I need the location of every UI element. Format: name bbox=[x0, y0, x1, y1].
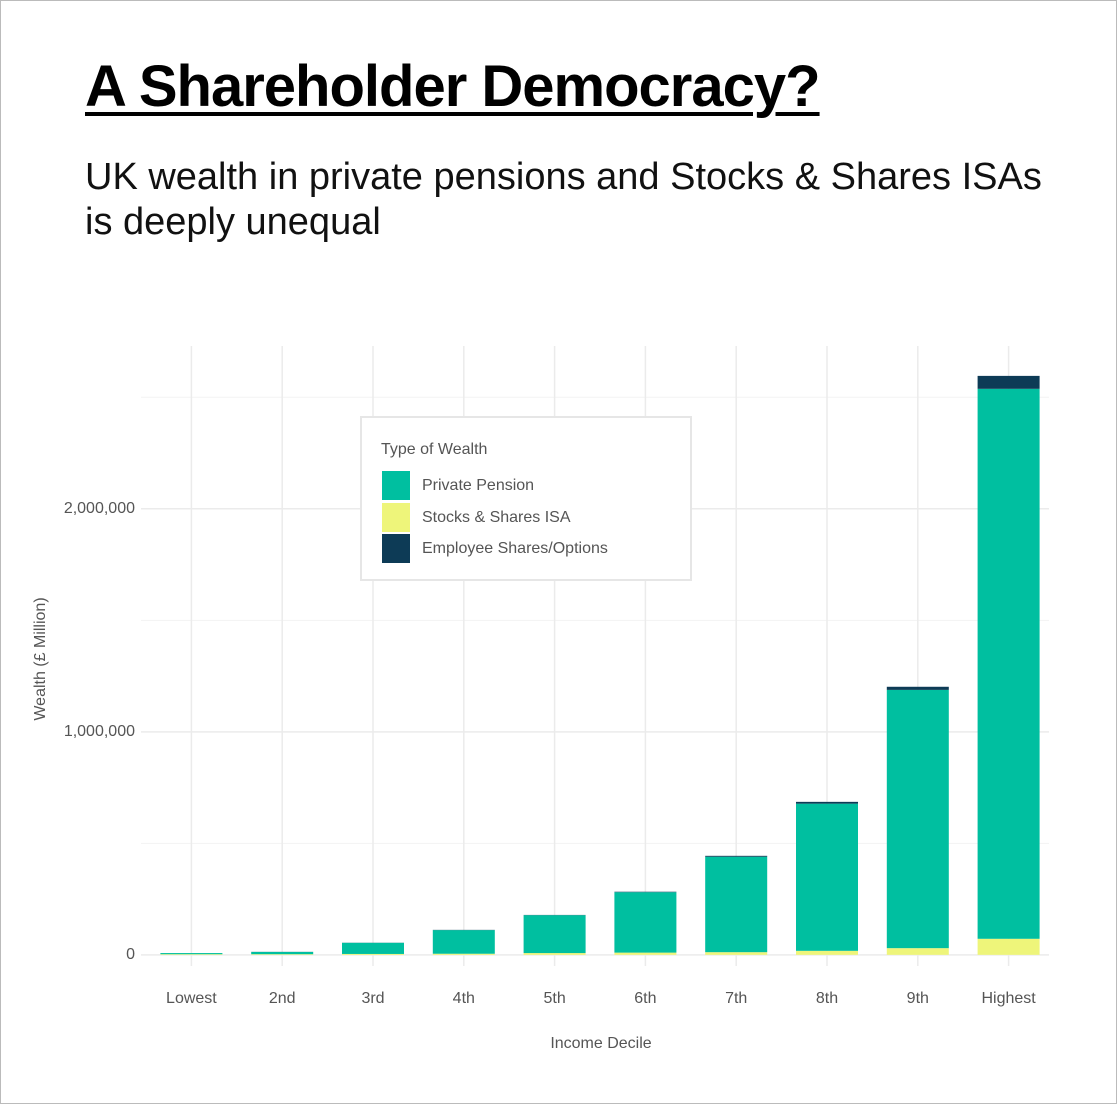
x-tick-label: 3rd bbox=[361, 990, 384, 1007]
legend-label: Private Pension bbox=[422, 477, 534, 494]
y-axis-title: Wealth (£ Million) bbox=[32, 597, 49, 720]
bar-segment bbox=[796, 950, 858, 955]
x-tick-label: 9th bbox=[907, 990, 929, 1007]
legend-swatch bbox=[382, 471, 410, 500]
bar-segment bbox=[432, 953, 495, 955]
bar-segment bbox=[160, 954, 223, 955]
bar-segment bbox=[523, 953, 586, 955]
bar-segment bbox=[342, 953, 404, 955]
bar-segment bbox=[796, 801, 858, 804]
legend: Type of Wealth Private Pension Stocks & Sh… bbox=[360, 416, 692, 581]
legend-box bbox=[360, 416, 692, 581]
bar-segment bbox=[251, 951, 314, 955]
bar-segment bbox=[705, 856, 768, 953]
legend-swatch bbox=[382, 534, 410, 563]
bar-segment bbox=[342, 942, 404, 954]
chart-title: A Shareholder Democracy? bbox=[85, 54, 821, 119]
x-axis-title: Income Decile bbox=[550, 1035, 651, 1052]
bar-segment bbox=[886, 686, 949, 690]
x-tick-label: 8th bbox=[816, 990, 838, 1007]
bar-segment bbox=[523, 915, 586, 954]
x-tick-label: Highest bbox=[981, 990, 1036, 1007]
bar-segment bbox=[705, 952, 768, 955]
y-tick-label: 2,000,000 bbox=[64, 500, 135, 517]
bar-segment bbox=[886, 948, 949, 955]
x-tick-label: 2nd bbox=[269, 990, 296, 1007]
bar-segment bbox=[432, 930, 495, 954]
bar-segment bbox=[160, 953, 223, 955]
bar-segment bbox=[614, 952, 677, 955]
bar-segment bbox=[977, 388, 1040, 939]
bar-segment bbox=[705, 855, 768, 857]
x-tick-label: Lowest bbox=[166, 990, 217, 1007]
bar-segment bbox=[977, 938, 1040, 955]
bar-segment bbox=[977, 375, 1040, 389]
bar-segment bbox=[614, 892, 677, 953]
legend-title: Type of Wealth bbox=[381, 441, 487, 458]
legend-label: Employee Shares/Options bbox=[422, 540, 608, 557]
bar-segment bbox=[796, 803, 858, 951]
x-tick-label: 7th bbox=[725, 990, 747, 1007]
y-tick-label: 0 bbox=[126, 946, 135, 963]
chart-subtitle: UK wealth in private pensions and Stocks… bbox=[85, 156, 1042, 243]
legend-swatch bbox=[382, 503, 410, 532]
bar-segment bbox=[886, 689, 949, 949]
x-tick-label: 5th bbox=[543, 990, 565, 1007]
x-tick-label: 6th bbox=[634, 990, 656, 1007]
legend-label: Stocks & Shares ISA bbox=[422, 509, 571, 526]
y-tick-label: 1,000,000 bbox=[64, 723, 135, 740]
x-tick-label: 4th bbox=[453, 990, 475, 1007]
bar-segment bbox=[251, 954, 314, 955]
